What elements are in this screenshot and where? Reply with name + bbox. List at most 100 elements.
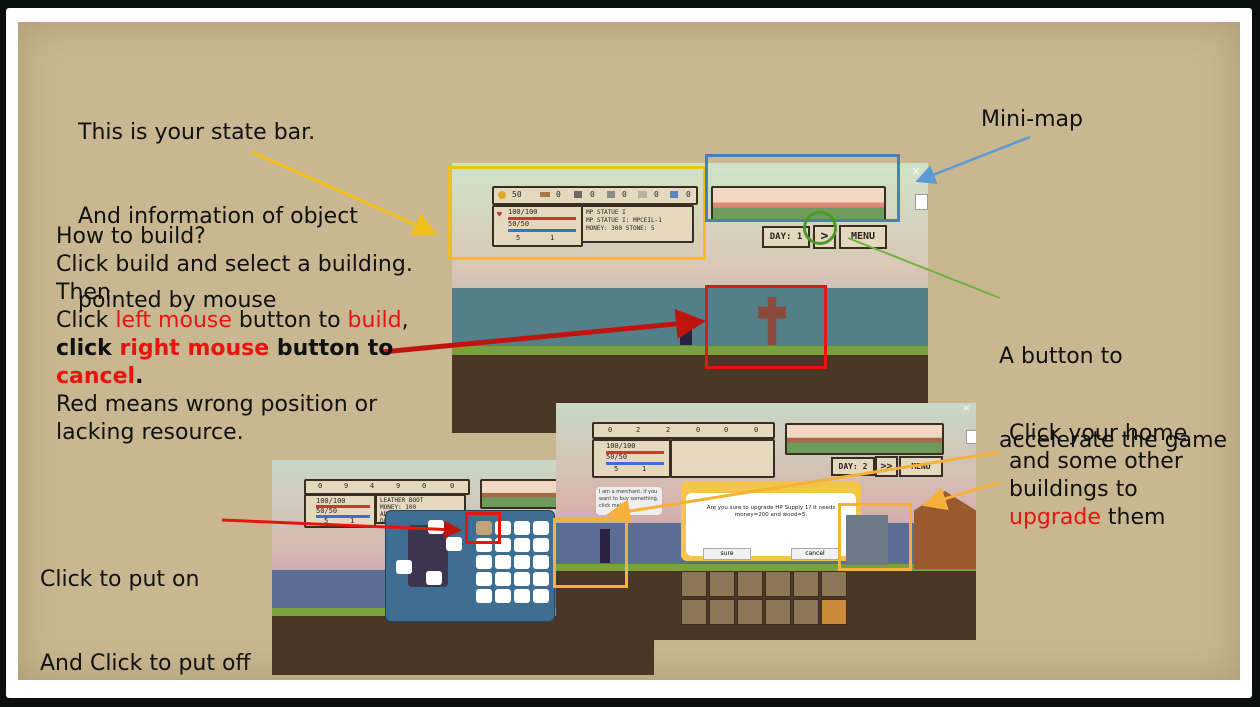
equip-slot-hand[interactable] [446, 537, 462, 551]
close-icon[interactable]: × [962, 403, 971, 414]
stone-count: 0 [590, 190, 595, 199]
upgrade-caption: Click your home and some other buildings t… [1009, 420, 1187, 532]
wood-count: 9 [344, 482, 349, 490]
gem-count: 0 [686, 190, 691, 199]
caption-line: Red means wrong position or [56, 391, 413, 419]
put-on-caption-line: And Click to put off [40, 651, 251, 676]
mp-bar [508, 229, 576, 232]
caption-text: button to [269, 336, 394, 361]
heart-icon: ♥ [497, 210, 502, 219]
tool-count: 0 [724, 426, 729, 434]
stone-count: 4 [370, 482, 375, 490]
build-option-blacksmith-icon[interactable] [765, 571, 791, 597]
equip-slot-boot[interactable] [426, 571, 442, 585]
caption-text: Click [56, 308, 116, 333]
inventory-slot[interactable] [514, 589, 530, 603]
grass [452, 346, 928, 356]
building-arrow [922, 480, 1001, 511]
day-counter: DAY: 1 [762, 226, 810, 248]
hp-supply-building[interactable] [846, 515, 888, 565]
hp-bar [606, 451, 664, 454]
build-option-cabinet-icon[interactable] [737, 571, 763, 597]
build-option-urn-statue-icon[interactable] [765, 599, 791, 625]
caption-text: them [1100, 505, 1166, 530]
build-option-chest-icon[interactable] [793, 599, 819, 625]
shield-count: 1 [550, 234, 555, 242]
state-bar-arrow [251, 150, 438, 236]
highlighted-text: left mouse [115, 308, 232, 333]
gold-count: 50 [512, 190, 522, 199]
hp-bar [508, 217, 576, 220]
inventory-slot[interactable] [514, 555, 530, 569]
scrollbar-thumb[interactable] [915, 194, 928, 210]
caption-line: Click build and select a building. [56, 251, 413, 279]
inventory-slot[interactable] [514, 521, 530, 535]
iron-icon [607, 191, 615, 198]
info-line-2: MONEY: 100 [380, 504, 417, 511]
minimap[interactable] [785, 423, 944, 455]
caption-line: upgrade them [1009, 504, 1187, 532]
accelerate-caption-line: A button to [999, 344, 1123, 369]
caption-line: buildings to [1009, 476, 1187, 504]
hp-value: 100/100 [508, 208, 538, 216]
inventory-slot[interactable] [533, 521, 549, 535]
inventory-slot[interactable] [495, 589, 511, 603]
mp-bar [606, 462, 664, 465]
put-on-arrow [221, 518, 462, 539]
wood-count: 0 [556, 190, 561, 199]
upgrade-dialog: Are you sure to upgrade HP Supply 1? It … [681, 481, 861, 561]
caption-text: and some other [1009, 449, 1183, 474]
dialog-message: Are you sure to upgrade HP Supply 1? It … [706, 505, 836, 518]
state-bar-caption-line: And information of object [78, 204, 358, 229]
inventory-slot-boot[interactable] [476, 521, 492, 535]
inventory-slot[interactable] [533, 589, 549, 603]
inventory-slot[interactable] [476, 555, 492, 569]
caption-text: . [135, 364, 144, 389]
inventory-slot[interactable] [495, 555, 511, 569]
inventory-slot[interactable] [514, 538, 530, 552]
highlighted-text: build [347, 308, 402, 333]
mp-bar [316, 515, 370, 518]
build-option-fence-icon[interactable] [709, 571, 735, 597]
caption-line: lacking resource. [56, 419, 413, 447]
inventory-slot[interactable] [476, 572, 492, 586]
caption-line: Then [56, 279, 413, 307]
info-panel [670, 439, 775, 478]
sure-button[interactable]: sure [703, 548, 751, 560]
iron-count: 0 [622, 190, 627, 199]
tool-icon [638, 191, 647, 198]
build-option-statue-icon[interactable] [681, 599, 707, 625]
scrollbar-thumb[interactable] [966, 430, 976, 444]
put-on-caption: Click to put on And Click to put off [40, 510, 251, 706]
gem-count: 0 [754, 426, 759, 434]
inventory-slot[interactable] [533, 538, 549, 552]
build-option-anvil-icon[interactable] [793, 571, 819, 597]
hp-bar [316, 505, 370, 508]
inventory-slot[interactable] [533, 572, 549, 586]
build-option-knight-statue-icon[interactable] [737, 599, 763, 625]
menu-button[interactable]: MENU [839, 225, 887, 249]
highlighted-text: upgrade [1009, 505, 1101, 530]
inventory-slot[interactable] [533, 555, 549, 569]
build-option-house-icon[interactable] [681, 571, 707, 597]
caption-text: lacking resource. [56, 420, 244, 445]
equip-slot-weapon[interactable] [396, 560, 412, 574]
state-bar-caption-line: pointed by mouse [78, 288, 277, 313]
inventory-slot[interactable] [495, 572, 511, 586]
build-option-cross-statue-icon[interactable] [709, 599, 735, 625]
gem-count: 0 [450, 482, 455, 490]
back-arrow-icon[interactable] [821, 599, 847, 625]
inventory-slot[interactable] [514, 572, 530, 586]
mp-value: 50/50 [606, 453, 628, 461]
build-menu [681, 571, 853, 627]
dialog-body [686, 493, 856, 556]
resource-bar: 50 0 0 0 0 0 [492, 186, 698, 205]
merchant-arrow [606, 450, 1001, 524]
menu-button[interactable]: MENU [899, 456, 943, 477]
grass [556, 564, 976, 574]
build-option-workshop-icon[interactable] [821, 571, 847, 597]
status-panel: 100/100 50/50 5 1 [592, 439, 671, 478]
inventory-slot[interactable] [476, 589, 492, 603]
build-caption: How to build? Click build and select a bu… [56, 223, 413, 447]
highlighted-text: right mouse [119, 336, 270, 361]
